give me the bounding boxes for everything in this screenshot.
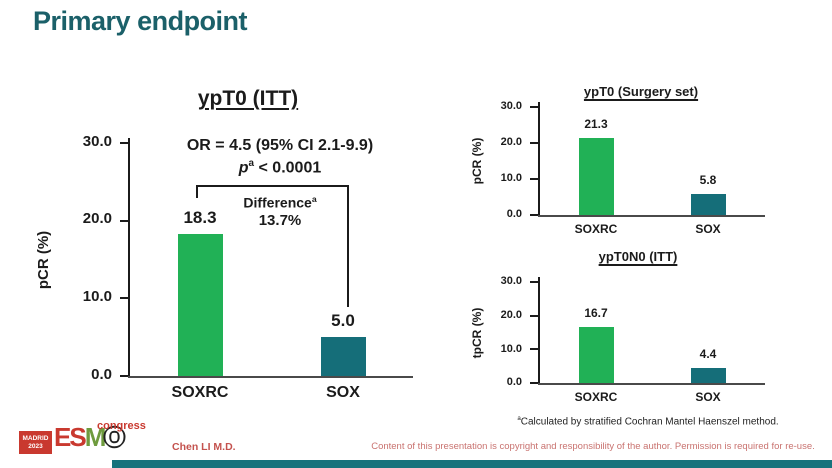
badge-city: MADRID bbox=[22, 434, 49, 442]
congress-label: congress bbox=[97, 420, 146, 432]
y-tick-mark bbox=[120, 142, 128, 144]
odds-ratio-text: OR = 4.5 (95% CI 2.1-9.9) bbox=[186, 137, 374, 154]
x-axis-line bbox=[128, 376, 413, 378]
slide-title: Primary endpoint bbox=[33, 6, 248, 36]
bar-soxrc bbox=[578, 138, 614, 215]
y-tick-mark bbox=[530, 281, 538, 283]
chart-title: ypT0 (ITT) bbox=[197, 87, 299, 110]
chart-ypt0-surgery-set: ypT0 (Surgery set) pCR (%) 30.0 20.0 10.0 0.0… bbox=[470, 84, 830, 247]
slide-footer-bar bbox=[112, 460, 832, 468]
y-axis-label: pCR (%) bbox=[470, 137, 484, 185]
difference-label: Differencea bbox=[243, 194, 317, 211]
madrid-2023-badge: MADRID 2023 bbox=[19, 431, 52, 454]
y-tick-label: 30.0 bbox=[500, 275, 522, 288]
chart-title: ypT0N0 (ITT) bbox=[598, 249, 678, 264]
y-tick-mark bbox=[530, 214, 538, 216]
bar-value-label: 4.4 bbox=[699, 347, 717, 362]
bar-value-label: 5.8 bbox=[699, 173, 717, 188]
bar-soxrc bbox=[578, 326, 614, 383]
badge-year: 2023 bbox=[28, 442, 43, 450]
x-category-label: SOX bbox=[695, 222, 721, 236]
y-tick-label: 0.0 bbox=[506, 376, 522, 389]
bar-value-label: 21.3 bbox=[584, 117, 608, 132]
difference-superscript: a bbox=[311, 194, 317, 204]
y-tick-mark bbox=[530, 142, 538, 144]
x-category-label: SOXRC bbox=[574, 222, 618, 236]
chart-ypt0-itt: OR = 4.5 (95% CI 2.1-9.9) pa < 0.0001 Di… bbox=[30, 85, 465, 420]
comparison-bracket-right-line bbox=[347, 185, 349, 307]
y-axis-line bbox=[538, 277, 540, 383]
y-tick-mark bbox=[530, 178, 538, 180]
y-tick-label: 20.0 bbox=[500, 136, 522, 149]
esmo-congress-logo: MADRID 2023 ESMO congress bbox=[19, 420, 159, 460]
y-tick-label: 10.0 bbox=[500, 172, 522, 185]
x-axis-line bbox=[538, 383, 765, 385]
presenter-name: Chen LI M.D. bbox=[172, 441, 236, 453]
comparison-bracket-horizontal bbox=[196, 185, 349, 187]
y-tick-label: 30.0 bbox=[82, 132, 112, 150]
footnote-superscript: a bbox=[517, 415, 521, 422]
bar-sox bbox=[690, 368, 726, 383]
y-axis-line bbox=[128, 138, 130, 376]
x-category-label: SOXRC bbox=[574, 390, 618, 404]
x-category-label: SOX bbox=[695, 390, 721, 404]
chart-title: ypT0 (Surgery set) bbox=[583, 84, 699, 99]
y-tick-label: 10.0 bbox=[82, 288, 112, 306]
y-axis-line bbox=[538, 102, 540, 215]
y-tick-mark bbox=[530, 314, 538, 317]
y-tick-label: 20.0 bbox=[82, 210, 112, 228]
bar-value-label: 16.7 bbox=[584, 305, 608, 320]
y-tick-mark bbox=[120, 375, 128, 377]
copyright-disclaimer: Content of this presentation is copyrigh… bbox=[371, 441, 815, 452]
y-tick-mark bbox=[530, 382, 538, 384]
y-tick-mark bbox=[120, 297, 128, 300]
chart-ypt0n0-itt: ypT0N0 (ITT) tpCR (%) 30.0 20.0 10.0 0.0 16.7 S… bbox=[470, 249, 830, 418]
x-category-label: SOX bbox=[326, 384, 360, 401]
y-tick-mark bbox=[530, 348, 538, 351]
p-value-text: pa < 0.0001 bbox=[150, 158, 410, 177]
bar-sox bbox=[320, 337, 366, 376]
y-tick-label: 0.0 bbox=[91, 365, 112, 383]
bar-sox bbox=[690, 194, 726, 215]
y-tick-label: 20.0 bbox=[500, 308, 522, 321]
difference-value: 13.7% bbox=[258, 212, 302, 229]
esmo-wordmark: ESMO bbox=[54, 422, 125, 452]
bar-value-label: 5.0 bbox=[331, 311, 355, 331]
y-axis-label: tpCR (%) bbox=[470, 307, 484, 358]
y-tick-label: 30.0 bbox=[500, 100, 522, 113]
p-superscript: a bbox=[248, 158, 255, 169]
bar-value-label: 18.3 bbox=[183, 207, 217, 227]
comparison-bracket-left-tick bbox=[196, 185, 198, 198]
y-tick-label: 0.0 bbox=[506, 208, 522, 221]
x-category-label: SOXRC bbox=[171, 384, 229, 401]
p-value: < 0.0001 bbox=[254, 159, 322, 177]
y-tick-mark bbox=[530, 106, 538, 108]
bar-soxrc bbox=[177, 233, 223, 376]
y-tick-label: 10.0 bbox=[500, 342, 522, 355]
x-axis-line bbox=[538, 215, 765, 217]
y-tick-mark bbox=[120, 219, 128, 222]
footnote-text: Calculated by stratified Cochran Mantel … bbox=[520, 416, 779, 428]
p-symbol: p bbox=[238, 159, 249, 177]
y-axis-label: pCR (%) bbox=[35, 230, 52, 289]
footnote: aCalculated by stratified Cochran Mantel… bbox=[468, 415, 828, 427]
